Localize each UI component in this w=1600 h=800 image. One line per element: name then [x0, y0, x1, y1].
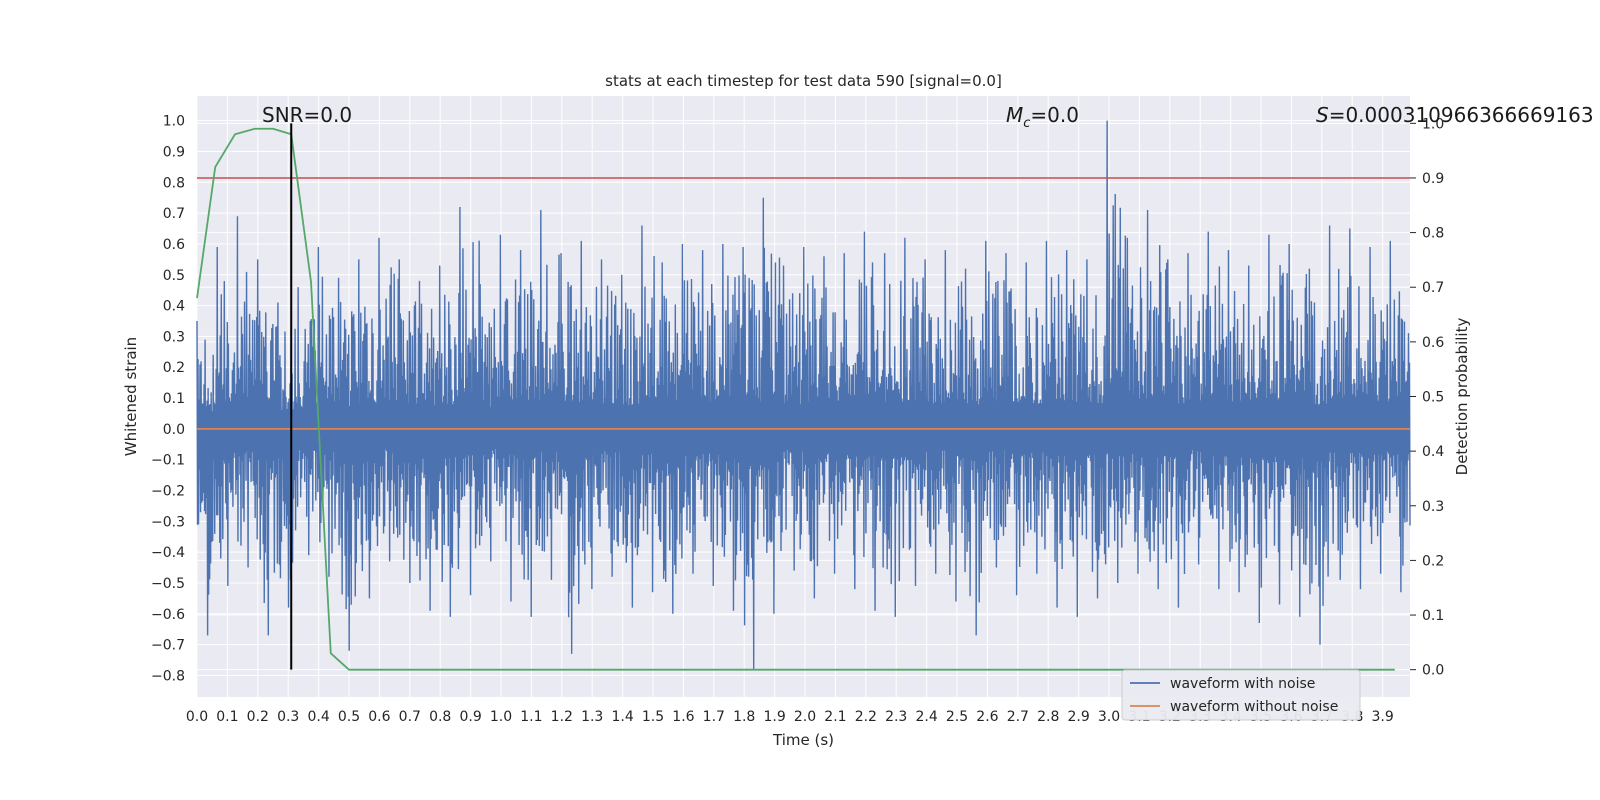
- y-tick-label-right: 0.1: [1422, 608, 1444, 624]
- y-tick-label-left: −0.1: [151, 453, 185, 469]
- y-tick-label-left: −0.6: [151, 607, 185, 623]
- chart-title: stats at each timestep for test data 590…: [605, 72, 1002, 90]
- x-tick-label: 0.9: [459, 709, 481, 725]
- x-tick-label: 2.3: [885, 709, 907, 725]
- y-tick-label-left: 0.2: [163, 360, 185, 376]
- s-value: =0.00031096636666916​3: [1329, 103, 1594, 127]
- snr-annotation: SNR=0.0: [262, 103, 352, 127]
- mc-value: =0.0: [1030, 103, 1079, 127]
- legend-label-waveform-with-noise: waveform with noise: [1170, 676, 1315, 692]
- y-tick-label-left: 0.8: [163, 175, 185, 191]
- s-annotation: S=0.00031096636666916​3: [1316, 103, 1594, 127]
- legend: waveform with noise waveform without noi…: [1121, 669, 1361, 721]
- y-tick-label-right: 0.9: [1422, 171, 1444, 187]
- chirp-mass-annotation: Mc=0.0: [1006, 103, 1079, 131]
- x-tick-label: 1.5: [642, 709, 664, 725]
- x-tick-label: 2.2: [855, 709, 877, 725]
- x-tick-label: 2.8: [1037, 709, 1059, 725]
- x-tick-label: 2.0: [794, 709, 816, 725]
- y-tick-label-right: 0.0: [1422, 663, 1444, 679]
- x-tick-label: 0.4: [307, 709, 329, 725]
- axes: 0.0 0.1 0.2 0.3 0.4 0.5 0.6 0.7 0.8 0.9 1.0 1.1 1.2 1…: [151, 114, 1444, 725]
- x-tick-label: 0.5: [338, 709, 360, 725]
- s-symbol: S: [1316, 103, 1329, 127]
- x-tick-label: 1.1: [520, 709, 542, 725]
- series-line-detection-probability: [196, 127, 1395, 671]
- y-tick-label-right: 0.2: [1422, 553, 1444, 569]
- y-tick-label-left: 0.3: [163, 329, 185, 345]
- x-tick-label: 0.7: [399, 709, 421, 725]
- y-tick-label-left: 0.5: [163, 268, 185, 284]
- y-tick-label-left: −0.4: [151, 545, 185, 561]
- y-tick-label-right: 1.0: [1422, 116, 1444, 132]
- y-tick-label-left: 0.1: [163, 391, 185, 407]
- x-tick-label: 2.7: [1007, 709, 1029, 725]
- x-tick-label: 0.1: [216, 709, 238, 725]
- x-tick-label: 0.8: [429, 709, 451, 725]
- x-tick-label: 2.5: [946, 709, 968, 725]
- y-tick-label-left: 1.0: [163, 114, 185, 130]
- x-tick-label: 1.7: [703, 709, 725, 725]
- y-tick-label-left: −0.3: [151, 514, 185, 530]
- series-layer: [196, 120, 1411, 671]
- y-tick-label-right: 0.8: [1422, 226, 1444, 242]
- y-tick-label-left: −0.8: [151, 668, 185, 684]
- y-tick-label-right: 0.7: [1422, 280, 1444, 296]
- y-tick-label-left: 0.9: [163, 144, 185, 160]
- y-tick-label-right: 0.5: [1422, 390, 1444, 406]
- x-tick-label: 0.6: [368, 709, 390, 725]
- x-tick-label: 2.6: [976, 709, 998, 725]
- series-line-waveform-with-noise: [196, 120, 1411, 670]
- x-tick-label: 1.9: [763, 709, 785, 725]
- x-tick-label: 2.1: [824, 709, 846, 725]
- y-tick-label-right: 0.4: [1422, 444, 1444, 460]
- y-tick-label-left: −0.5: [151, 576, 185, 592]
- x-tick-label: 2.9: [1067, 709, 1089, 725]
- x-tick-label: 1.2: [551, 709, 573, 725]
- x-tick-label: 3.0: [1098, 709, 1120, 725]
- y-tick-label-left: 0.0: [163, 422, 185, 438]
- x-tick-label: 0.0: [186, 709, 208, 725]
- legend-label-waveform-without-noise: waveform without noise: [1170, 699, 1338, 715]
- x-tick-label: 1.0: [490, 709, 512, 725]
- y-tick-label-left: 0.7: [163, 206, 185, 222]
- y-axis-label-right: Detection probability: [1453, 318, 1471, 476]
- y-tick-label-left: 0.6: [163, 237, 185, 253]
- x-tick-label: 2.4: [915, 709, 937, 725]
- x-axis-label: Time (s): [772, 731, 834, 749]
- legend-box: [1121, 669, 1361, 721]
- mc-subscript: c: [1023, 116, 1030, 131]
- y-tick-label-right: 0.6: [1422, 335, 1444, 351]
- x-tick-label: 1.8: [733, 709, 755, 725]
- x-tick-label: 1.3: [581, 709, 603, 725]
- y-tick-label-left: 0.4: [163, 299, 185, 315]
- y-tick-label-left: −0.7: [151, 638, 185, 654]
- x-tick-label: 0.3: [277, 709, 299, 725]
- x-tick-label: 3.9: [1372, 709, 1394, 725]
- y-tick-label-left: −0.2: [151, 484, 185, 500]
- y-tick-label-right: 0.3: [1422, 499, 1444, 515]
- y-axis-label-left: Whitened strain: [122, 337, 140, 456]
- mc-symbol: M: [1006, 103, 1023, 127]
- x-tick-label: 1.6: [672, 709, 694, 725]
- x-tick-label: 0.2: [247, 709, 269, 725]
- x-tick-label: 1.4: [611, 709, 633, 725]
